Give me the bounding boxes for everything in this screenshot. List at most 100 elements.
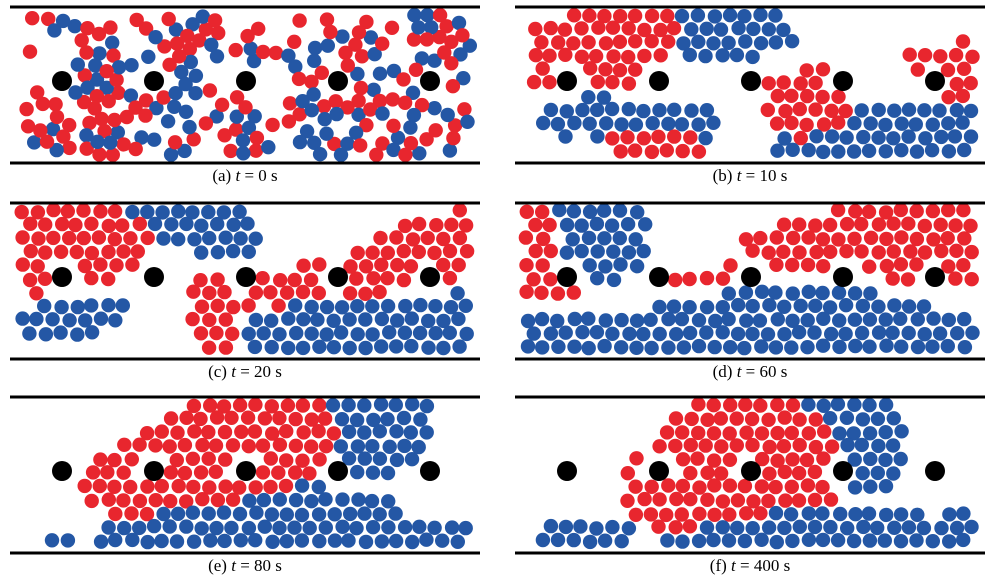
red-particle [956,258,971,273]
blue-particle [15,311,30,326]
blue-particle [534,311,550,327]
red-particle [582,8,597,23]
blue-particle [599,116,614,131]
obstacle [557,461,577,481]
red-particle [613,144,628,159]
blue-particle [768,35,784,50]
red-particle [248,397,263,412]
blue-particle [357,451,372,466]
red-particle [123,479,138,495]
blue-particle [146,518,162,534]
blue-particle [754,532,769,547]
red-particle [210,272,225,287]
blue-particle [636,326,651,342]
blue-particle [941,116,956,131]
red-particle [901,216,916,231]
red-particle [739,506,754,521]
red-particle [288,438,304,453]
blue-particle [699,325,714,340]
red-particle [255,465,271,480]
red-particle [342,286,358,301]
time-variable: t [231,556,236,575]
blue-particle [730,326,746,342]
blue-particle [739,313,754,328]
red-particle [163,411,179,426]
red-particle [605,75,620,90]
blue-particle [70,327,85,342]
blue-particle [684,22,699,37]
red-particle [238,100,253,115]
red-particle [201,424,216,440]
blue-particle [940,338,955,354]
blue-particle [847,397,862,412]
blue-particle [622,326,637,341]
red-particle [808,102,823,117]
blue-particle [822,300,838,315]
blue-particle [950,326,965,341]
blue-particle [168,86,183,101]
blue-particle [403,120,418,135]
blue-particle [667,102,682,118]
blue-particle [847,116,862,131]
red-particle [128,141,143,157]
red-particle [784,425,799,441]
blue-particle [241,520,257,536]
red-particle [620,466,635,481]
red-particle [312,257,327,272]
blue-particle [295,340,311,356]
blue-particle [398,298,413,314]
red-particle [93,204,108,219]
red-particle [406,32,422,47]
blue-particle [78,313,93,328]
blue-particle [147,216,163,232]
blue-particle [745,49,760,65]
blue-particle [738,285,754,300]
red-particle [193,326,209,341]
blue-particle [363,30,379,45]
red-particle [830,202,846,218]
red-particle [389,230,404,245]
red-particle [948,47,964,63]
blue-particle [552,202,567,218]
blue-particle [801,397,816,412]
red-particle [304,74,319,90]
blue-particle [856,519,871,535]
blue-particle [45,312,60,327]
red-particle [101,492,117,507]
red-particle [97,123,112,139]
blue-particle [652,299,667,315]
red-particle [292,107,307,122]
blue-particle [801,506,816,521]
blue-particle [281,340,296,356]
red-particle [628,507,644,522]
red-particle [177,465,193,481]
red-particle [948,271,963,286]
blue-particle [745,326,760,342]
blue-particle [932,326,948,341]
blue-particle [351,492,366,507]
red-particle [692,506,707,521]
red-particle [754,426,770,441]
blue-particle [885,325,900,340]
blue-particle [304,103,319,118]
red-particle [369,147,384,162]
blue-particle [79,128,94,143]
red-particle [23,243,38,259]
red-particle [186,284,201,299]
red-particle [926,232,941,247]
blue-particle [768,505,784,521]
blue-particle [325,398,341,413]
blue-particle [520,313,536,329]
blue-particle [419,425,434,440]
blue-particle [326,313,341,328]
red-particle [272,437,288,452]
red-particle [542,48,557,63]
blue-particle [925,117,940,132]
blue-particle [932,103,947,118]
red-particle [132,493,148,509]
blue-particle [753,7,768,23]
blue-particle [397,438,412,454]
blue-particle [887,298,902,313]
red-particle [675,143,690,159]
red-particle [210,298,225,313]
